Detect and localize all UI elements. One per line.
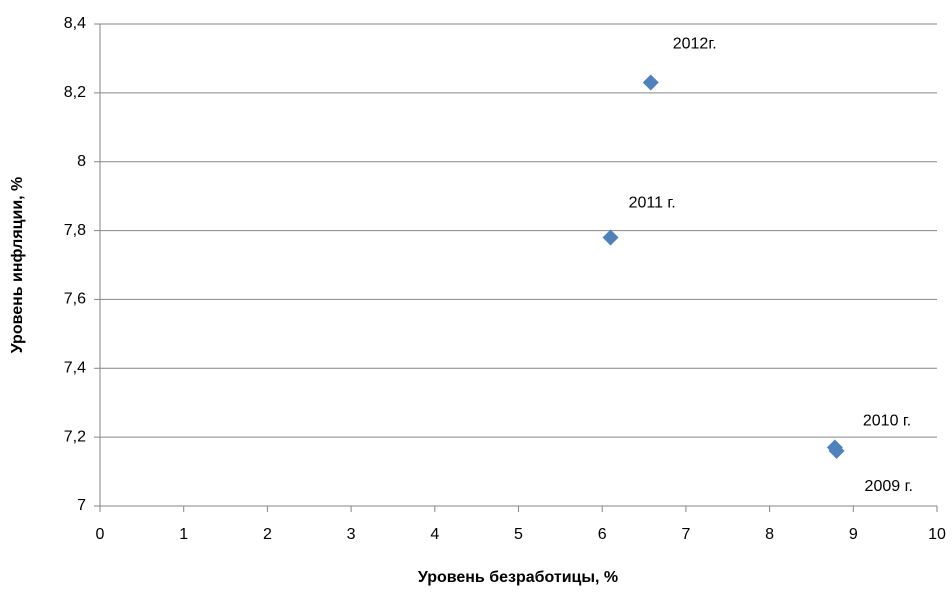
- x-tick-label: 7: [681, 526, 690, 543]
- point: [826, 439, 843, 456]
- x-tick-label: 9: [849, 526, 858, 543]
- x-tick-label: 2: [263, 526, 272, 543]
- x-tick-label: 10: [928, 526, 946, 543]
- y-tick-label: 8: [77, 153, 86, 170]
- point-label: 2012г.: [673, 36, 717, 53]
- y-tick-label: 7,8: [64, 222, 86, 239]
- x-tick-label: 5: [514, 526, 523, 543]
- x-axis-title: Уровень безработицы, %: [418, 569, 618, 586]
- y-tick-label: 7: [77, 497, 86, 514]
- x-tick-label: 6: [598, 526, 607, 543]
- point: [642, 74, 659, 91]
- y-tick-label: 7,6: [64, 291, 86, 308]
- x-tick-label: 4: [430, 526, 439, 543]
- x-tick-label: 8: [765, 526, 774, 543]
- y-tick-label: 7,2: [64, 428, 86, 445]
- point-label: 2010 г.: [863, 413, 911, 430]
- x-tick-label: 3: [347, 526, 356, 543]
- x-tick-label: 0: [96, 526, 105, 543]
- point: [602, 229, 619, 246]
- y-tick-label: 7,4: [64, 360, 86, 377]
- y-tick-label: 8,2: [64, 84, 86, 101]
- point-label: 2011 г.: [629, 195, 676, 212]
- point-label: 2009 г.: [865, 478, 913, 495]
- x-tick-label: 1: [179, 526, 188, 543]
- y-tick-label: 8,4: [64, 15, 86, 32]
- y-axis-title: Уровень инфляции, %: [9, 177, 26, 354]
